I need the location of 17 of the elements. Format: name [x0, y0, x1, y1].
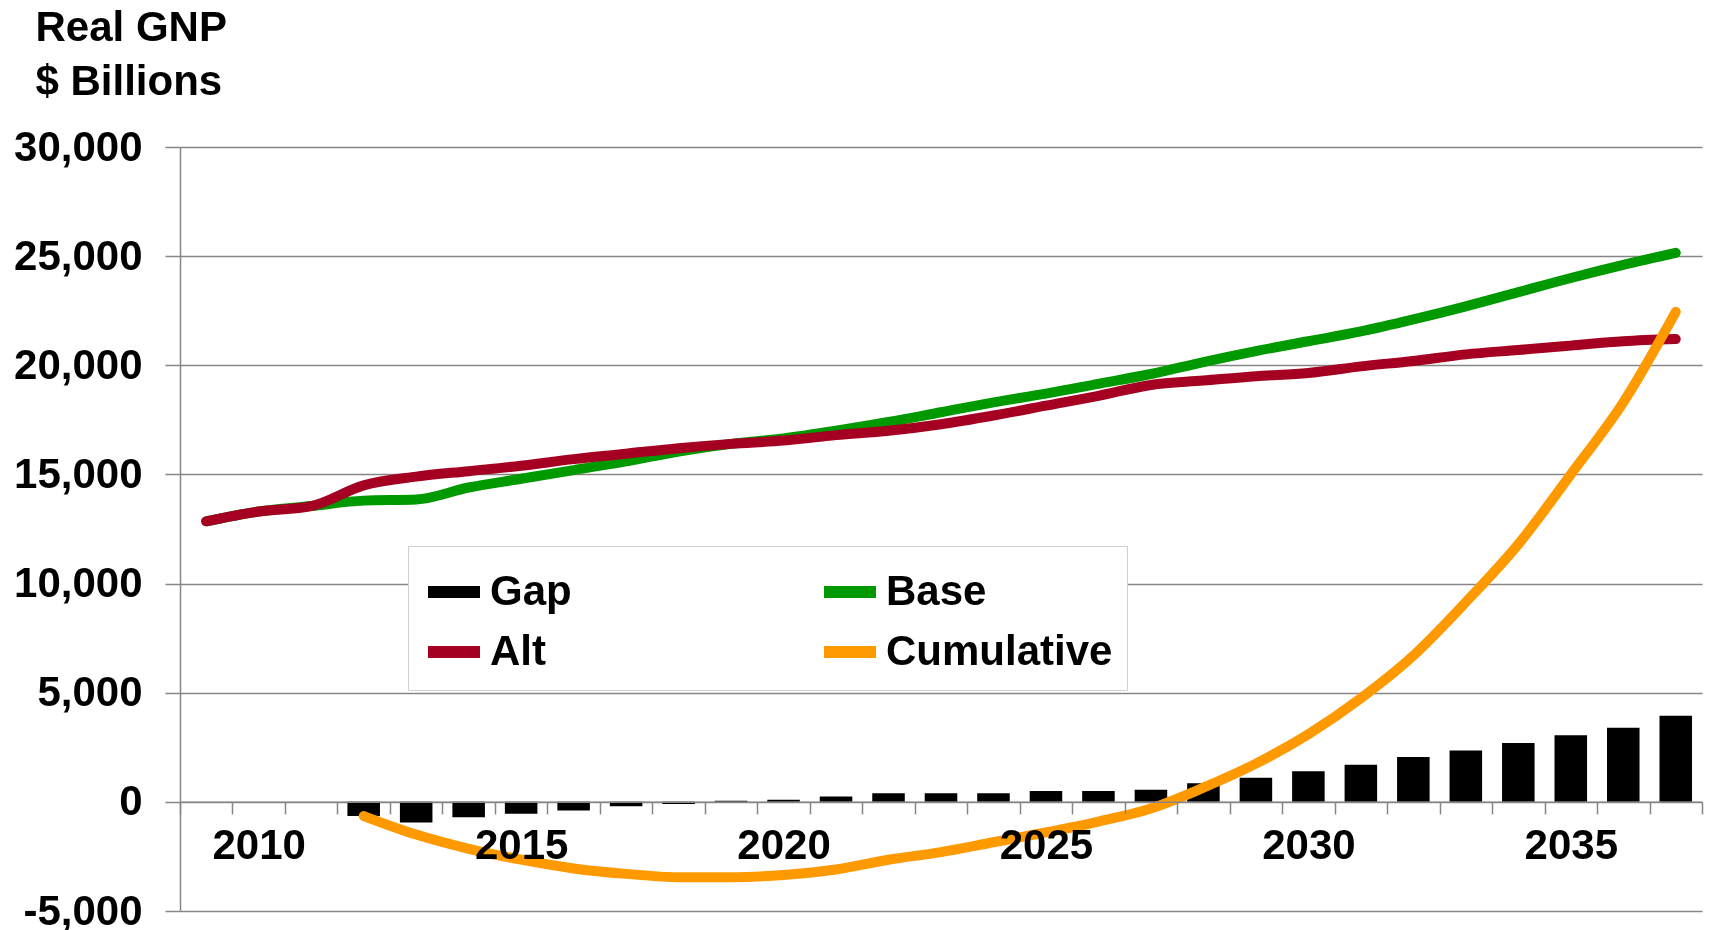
y-tick-label: 30,000 [14, 122, 143, 170]
legend-label: Cumulative [886, 627, 1113, 674]
y-tick-label: 5,000 [37, 668, 143, 716]
y-tick-label: 10,000 [14, 559, 143, 607]
y-tick-label: 15,000 [14, 449, 143, 497]
y-axis-title: Real GNP $ Billions [35, 2, 227, 104]
y-tick-label: 20,000 [14, 340, 143, 388]
legend-label: Gap [490, 567, 572, 614]
x-tick-label: 2030 [1262, 821, 1356, 869]
y-tick-label: 25,000 [14, 231, 143, 279]
x-tick-label: 2010 [212, 821, 306, 869]
x-tick-label: 2035 [1524, 821, 1619, 869]
x-tick-label: 2025 [999, 821, 1094, 869]
x-tick-label: 2020 [737, 821, 831, 869]
legend-label: Base [886, 567, 987, 614]
legend-label: Alt [490, 627, 546, 674]
y-tick-label: 0 [119, 777, 143, 825]
